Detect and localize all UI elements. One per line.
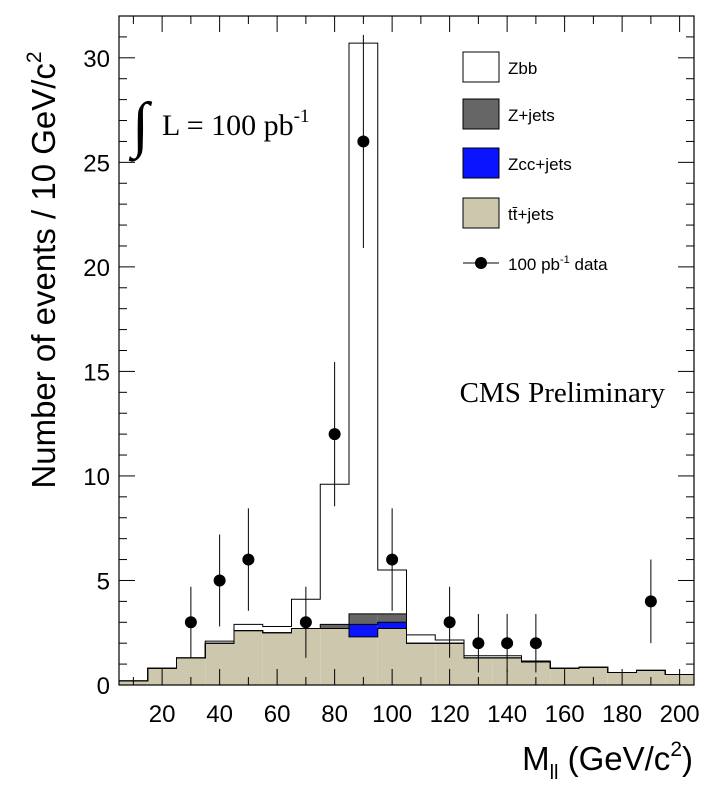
x-axis-title-main: M	[522, 740, 550, 777]
x-tick-label: 160	[545, 701, 585, 728]
data-point	[529, 637, 542, 650]
legend-label: Z+jets	[508, 106, 555, 125]
cms-preliminary-label: CMS Preliminary	[460, 377, 666, 409]
data-point	[644, 595, 657, 608]
bar-zcc-jets-8	[349, 624, 378, 637]
x-tick-label: 120	[430, 701, 470, 728]
legend-label: tt̄+jets	[508, 205, 554, 224]
outline-zbb	[118, 42, 695, 685]
x-tick-label: 40	[206, 701, 233, 728]
bar-tt-jets-14	[521, 662, 551, 685]
legend-marker	[475, 257, 487, 269]
lumi-annotation: ∫ L = 100 pb-1	[128, 91, 309, 162]
x-tick-label: 140	[487, 701, 527, 728]
data-point	[242, 553, 255, 566]
data-point	[213, 574, 226, 587]
legend: Zbb Z+jets Zcc+jets tt̄+jets 100 pb-1 data	[462, 51, 608, 274]
y-axis-title-main: Number of events / 10 GeV/c	[25, 63, 62, 489]
x-tick-label: 20	[149, 701, 176, 728]
legend-swatch	[462, 197, 500, 229]
lumi-text: L = 100 pb	[162, 109, 294, 142]
lumi-sup: -1	[294, 106, 310, 127]
y-tick-label: 5	[97, 568, 110, 595]
bar-zbb-5	[262, 626, 292, 633]
legend-label: 100 pb-1 data	[508, 254, 608, 274]
bar-z-jets-7	[320, 624, 349, 629]
bar-z-jets-9	[377, 613, 407, 623]
bar-zbb-4	[234, 624, 263, 631]
bar-zcc-jets-9	[377, 622, 407, 629]
y-tick-label: 25	[83, 150, 110, 177]
data-point	[328, 428, 341, 441]
y-tick-label: 15	[83, 359, 110, 386]
data-point	[357, 135, 370, 148]
y-tick-label: 20	[83, 255, 110, 282]
x-tick-label: 180	[602, 701, 642, 728]
x-axis-title-sup: 2	[670, 738, 682, 761]
bar-tt-jets-16	[579, 667, 608, 685]
bar-tt-jets-8	[349, 636, 378, 685]
lumi-label: L = 100 pb-1	[162, 106, 309, 142]
y-tick-label: 0	[97, 673, 110, 700]
data-points	[184, 34, 657, 673]
legend-swatch	[462, 147, 500, 179]
y-tick-label: 30	[83, 46, 110, 73]
data-point	[501, 637, 514, 650]
x-axis-title-unit: (GeV/c	[558, 740, 670, 777]
bar-zbb-7	[320, 484, 349, 625]
bar-z-jets-8	[349, 613, 378, 625]
data-point	[443, 616, 456, 629]
bar-tt-jets-4	[234, 630, 263, 685]
y-axis-title-sup: 2	[23, 51, 46, 63]
x-axis-title: Mll (GeV/c2)	[522, 738, 693, 784]
data-point	[472, 637, 485, 650]
x-tick-label: 80	[321, 701, 348, 728]
legend-swatch	[462, 51, 500, 83]
legend-label: Zbb	[508, 59, 537, 78]
legend-swatch	[462, 98, 500, 130]
bar-zbb-3	[205, 641, 234, 644]
y-axis-title: Number of events / 10 GeV/c2	[23, 51, 62, 488]
data-point	[184, 616, 197, 629]
integral-sign: ∫	[128, 91, 153, 162]
bar-zbb-10	[406, 634, 436, 644]
data-point	[386, 553, 399, 566]
x-tick-label: 60	[264, 701, 291, 728]
x-axis-title-sub: ll	[550, 762, 559, 784]
x-axis-title-close: )	[682, 740, 693, 777]
y-tick-label: 10	[83, 464, 110, 491]
axis-ticks: 20 40 60 80 100 120 140 160 180 200 0 5 10 15 20 25 30	[83, 16, 700, 728]
legend-label: Zcc+jets	[508, 155, 572, 174]
x-tick-label: 200	[660, 701, 700, 728]
data-point	[299, 616, 312, 629]
x-tick-label: 100	[372, 701, 412, 728]
histogram-stack	[118, 42, 695, 685]
